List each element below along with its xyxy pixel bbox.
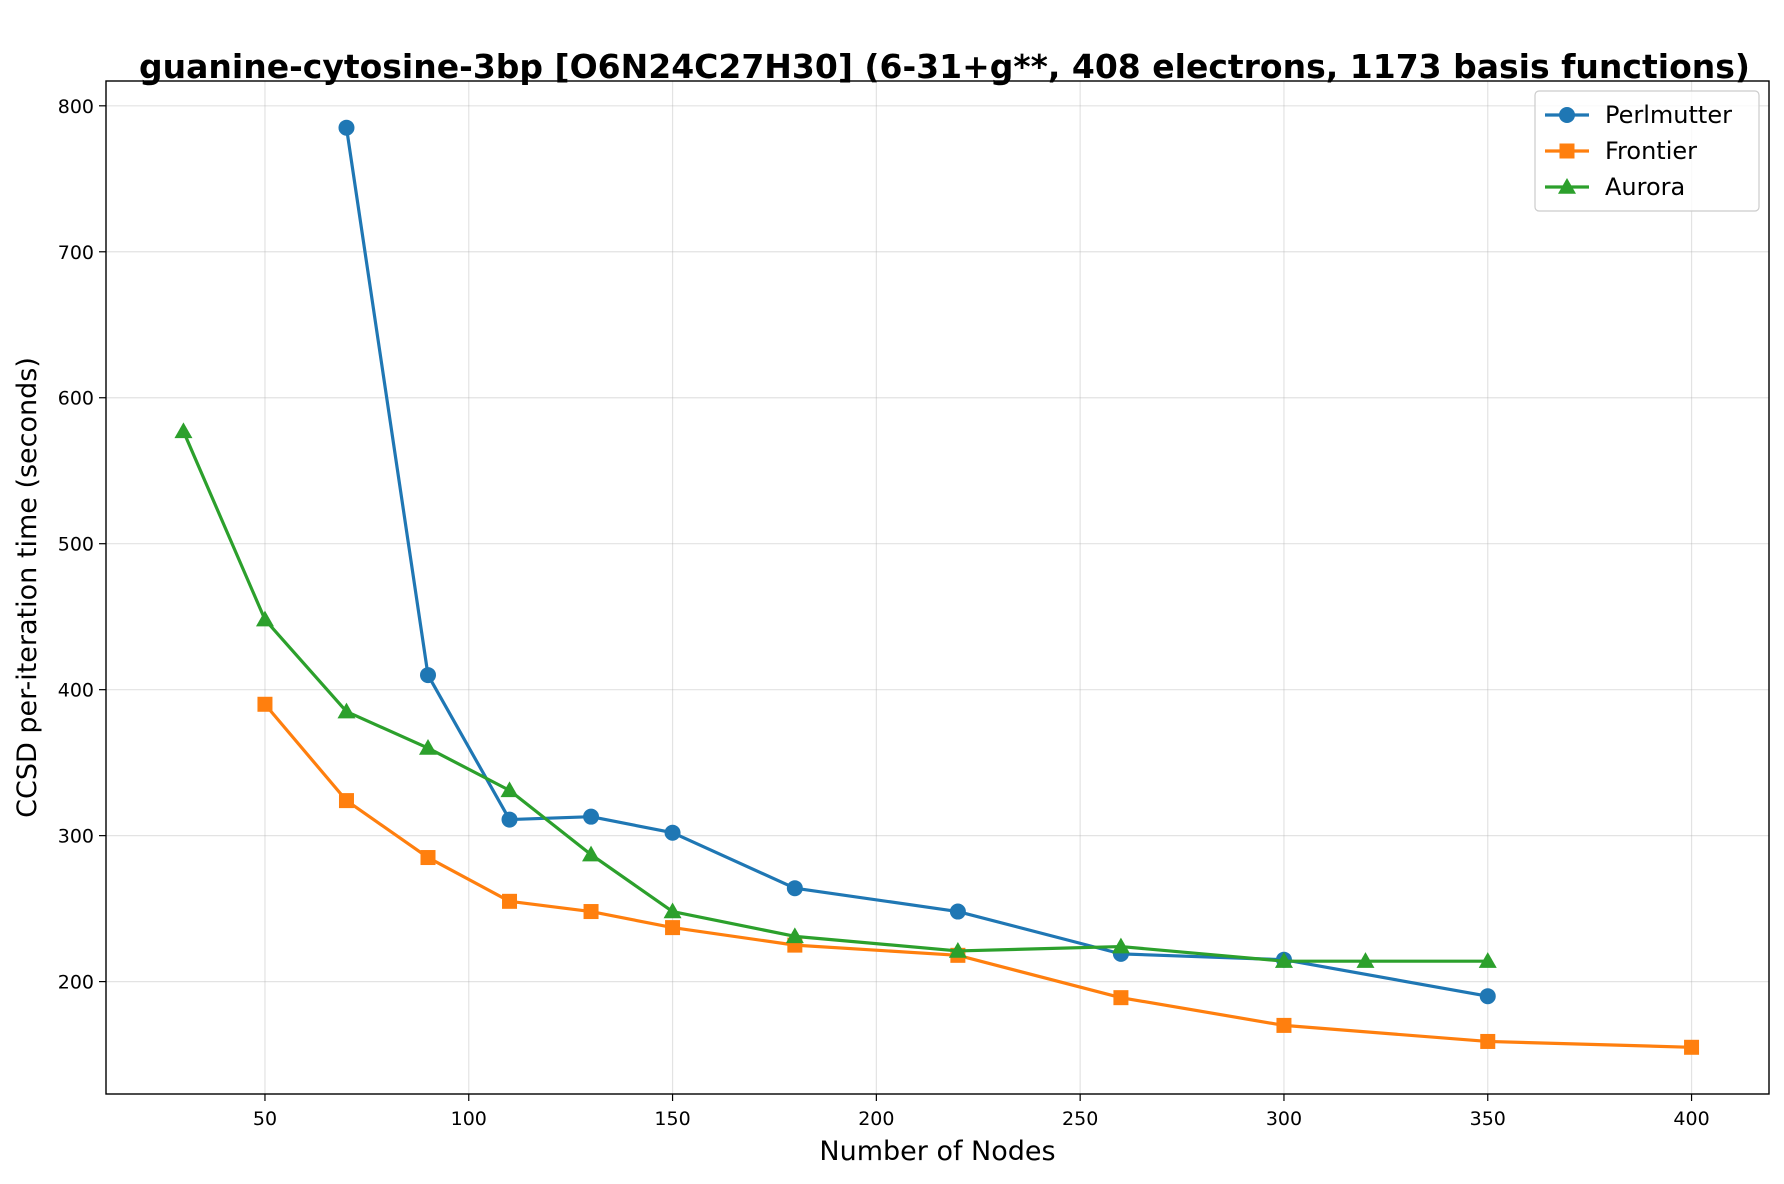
data-point-perlmutter [583,808,600,825]
data-point-frontier [1480,1033,1496,1049]
legend-label-perlmutter: Perlmutter [1605,101,1732,129]
x-tick-label: 350 [1470,1108,1506,1130]
data-point-aurora [663,902,682,919]
x-tick-label: 250 [1062,1108,1098,1130]
series-layer [174,119,1700,1055]
series-line-aurora [181,429,1490,963]
x-tick-label: 400 [1673,1108,1709,1130]
data-point-frontier [257,696,273,712]
data-point-aurora [1356,952,1375,968]
plot-frame [105,80,1770,1095]
data-point-frontier [583,904,599,920]
legend-marker-frontier [1559,143,1575,159]
series-frontier [257,696,1700,1055]
y-tick-label: 200 [58,972,94,994]
x-tick-label: 150 [654,1108,690,1130]
x-tick-label: 200 [858,1108,894,1130]
data-point-aurora [582,845,601,862]
data-point-frontier [420,850,436,866]
series-line-frontier [263,702,1694,1049]
data-point-aurora [500,781,519,798]
data-point-frontier [1113,990,1129,1006]
y-tick-label: 400 [58,680,94,702]
data-point-frontier [338,793,354,809]
data-point-aurora [785,927,804,944]
legend-marker-perlmutter [1559,107,1575,123]
y-tick-label: 800 [58,96,94,118]
x-tick-label: 300 [1266,1108,1302,1130]
x-tick-label: 100 [451,1108,487,1130]
data-point-perlmutter [420,667,437,684]
grid [106,81,1769,1094]
data-point-perlmutter [949,903,966,920]
legend-box [1534,90,1760,212]
data-point-perlmutter [501,811,518,828]
y-tick-label: 600 [58,388,94,410]
data-point-aurora [948,941,967,958]
data-point-aurora [1111,937,1130,954]
y-tick-label: 300 [58,826,94,848]
data-point-aurora [174,422,193,439]
axis-ticks: 50 100 150 200 250 300 350 400 200 300 400 500 600 70… [58,96,1710,1130]
legend-item-aurora: Aurora [1545,173,1685,201]
legend-label-frontier: Frontier [1605,137,1697,165]
y-tick-label: 700 [58,242,94,264]
legend-label-aurora: Aurora [1605,173,1685,201]
y-tick-label: 500 [58,534,94,556]
data-point-perlmutter [664,824,681,841]
y-axis-label: CCSD per-iteration time (seconds) [12,357,43,818]
x-axis-label: Number of Nodes [819,1136,1055,1167]
data-point-aurora [1274,952,1293,968]
data-point-aurora [1478,952,1497,968]
data-point-frontier [1684,1039,1700,1055]
legend: Perlmutter Frontier Aurora [1534,90,1760,212]
series-perlmutter [338,119,1496,1005]
legend-marker-aurora [1558,178,1576,194]
series-line-perlmutter [344,126,1490,998]
chart-title: guanine-cytosine-3bp [O6N24C27H30] (6-31… [139,47,1750,86]
x-tick-label: 50 [253,1108,277,1130]
data-point-aurora [419,739,438,755]
data-point-aurora [255,610,274,627]
data-point-frontier [502,893,518,909]
data-point-aurora [337,702,356,719]
legend-item-perlmutter: Perlmutter [1545,101,1732,129]
legend-item-frontier: Frontier [1545,137,1697,165]
data-point-frontier [665,920,681,936]
series-aurora [174,422,1497,968]
data-point-perlmutter [1479,988,1496,1005]
data-point-frontier [1276,1017,1292,1033]
data-point-perlmutter [338,119,355,136]
data-point-perlmutter [786,880,803,897]
